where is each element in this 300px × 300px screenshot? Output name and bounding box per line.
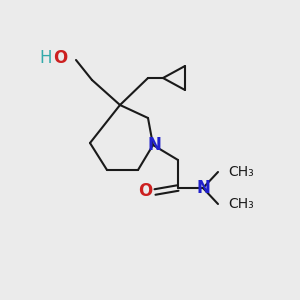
Text: O: O (138, 182, 152, 200)
Text: CH₃: CH₃ (228, 197, 254, 211)
Text: N: N (147, 136, 161, 154)
Text: O: O (53, 49, 67, 67)
Text: CH₃: CH₃ (228, 165, 254, 179)
Text: N: N (196, 179, 210, 197)
Text: H: H (40, 49, 52, 67)
